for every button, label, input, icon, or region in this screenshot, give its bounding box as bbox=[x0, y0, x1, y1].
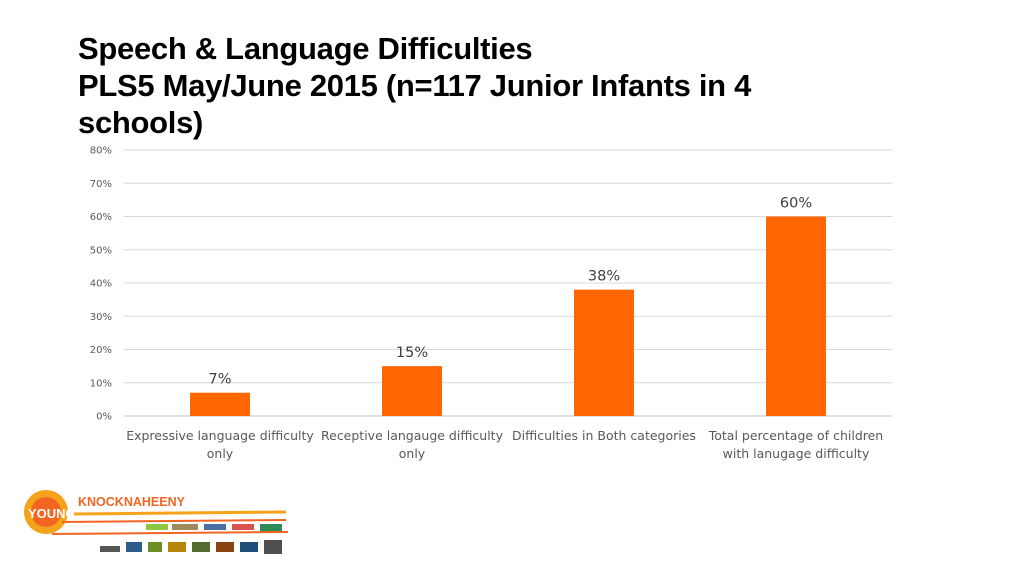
y-tick-label: 70% bbox=[90, 179, 112, 190]
partner-logos: YOUNG KNOCKNAHEENY bbox=[22, 488, 292, 563]
x-category-label: Difficulties in Both categories bbox=[512, 428, 696, 443]
y-tick-label: 30% bbox=[90, 312, 112, 323]
partner-logo-2 bbox=[172, 524, 198, 530]
slide-title-line-2: PLS5 May/June 2015 (n=117 Junior Infants… bbox=[78, 68, 752, 103]
partner-logo-9 bbox=[168, 542, 186, 552]
partner-logo-10 bbox=[192, 542, 210, 552]
x-category-label: only bbox=[207, 446, 234, 461]
logo-sun-core-icon bbox=[31, 497, 61, 527]
data-label: 60% bbox=[780, 196, 812, 212]
partner-logo-7 bbox=[126, 542, 142, 552]
y-tick-label: 20% bbox=[90, 345, 112, 356]
partner-logo-1 bbox=[146, 524, 168, 530]
partner-logo-6 bbox=[100, 546, 120, 552]
logo-word-knocknaheeny: KNOCKNAHEENY bbox=[78, 495, 186, 509]
y-tick-label: 40% bbox=[90, 279, 112, 290]
logo-brush-stroke bbox=[73, 510, 287, 516]
y-tick-label: 80% bbox=[90, 146, 112, 157]
slide-title-line-1: Speech & Language Difficulties bbox=[78, 31, 533, 66]
bar bbox=[574, 289, 634, 416]
partner-logo-11 bbox=[216, 542, 234, 552]
partner-logo-13 bbox=[264, 540, 282, 554]
bar bbox=[382, 366, 442, 416]
partner-logo-3 bbox=[204, 524, 226, 530]
young-knocknaheeny-logo: YOUNG KNOCKNAHEENY bbox=[24, 490, 289, 554]
slide-title-line-3: schools) bbox=[78, 105, 204, 140]
bar bbox=[766, 216, 826, 416]
x-category-label: with lanugage difficulty bbox=[723, 446, 870, 461]
partner-logo-5 bbox=[260, 524, 282, 532]
partner-logo-12 bbox=[240, 542, 258, 552]
data-label: 15% bbox=[396, 345, 428, 361]
bar bbox=[190, 392, 250, 416]
data-label: 7% bbox=[208, 372, 231, 388]
partner-logo-8 bbox=[148, 542, 162, 552]
y-tick-label: 10% bbox=[90, 378, 112, 389]
logo-word-young: YOUNG bbox=[28, 506, 76, 521]
x-category-label: Receptive langauge difficulty bbox=[321, 428, 504, 443]
y-tick-label: 50% bbox=[90, 245, 112, 256]
x-category-label: Total percentage of children bbox=[708, 428, 883, 443]
y-tick-label: 60% bbox=[90, 212, 112, 223]
x-category-label: only bbox=[399, 446, 426, 461]
partner-logo-4 bbox=[232, 524, 254, 530]
y-tick-label: 0% bbox=[96, 412, 112, 423]
slide-title: Speech & Language Difficulties PLS5 May/… bbox=[78, 30, 898, 141]
logo-brush-stroke-2 bbox=[61, 519, 287, 523]
x-category-label: Expressive language difficulty bbox=[126, 428, 314, 443]
logo-brush-stroke-3 bbox=[51, 531, 289, 535]
data-label: 38% bbox=[588, 269, 620, 285]
